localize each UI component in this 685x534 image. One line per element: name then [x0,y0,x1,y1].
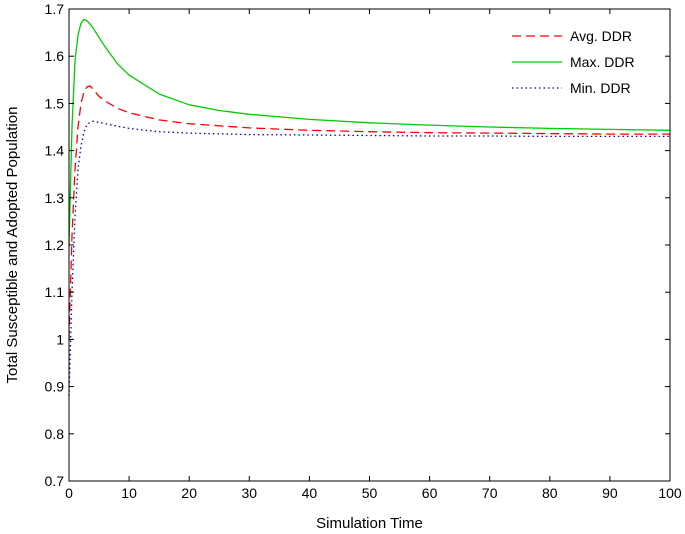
x-tick-label: 20 [181,485,197,501]
y-tick-label: 1.1 [45,284,65,300]
x-tick-label: 100 [658,485,682,501]
y-axis-label: Total Susceptible and Adopted Population [4,107,21,384]
legend: Avg. DDR Max. DDR Min. DDR [512,28,635,96]
y-tick-label: 1.5 [45,95,65,111]
y-tick-label: 1.3 [45,190,65,206]
y-tick-label: 1.6 [45,48,65,64]
legend-label-avg-ddr: Avg. DDR [570,28,632,44]
x-tick-label: 70 [482,485,498,501]
x-tick-label: 30 [242,485,258,501]
y-tick-label: 1.2 [45,237,65,253]
x-tick-label: 40 [302,485,318,501]
x-tick-label: 60 [422,485,438,501]
y-tick-label: 0.9 [45,379,65,395]
legend-label-max-ddr: Max. DDR [570,54,635,70]
y-tick-label: 1.4 [45,143,65,159]
series-line-avg-ddr [68,85,670,340]
y-tick-label: 0.7 [45,473,65,489]
x-tick-label: 0 [65,485,73,501]
y-tick-label: 1 [56,331,64,347]
series-line-min-ddr [68,120,670,397]
x-tick-label: 10 [121,485,137,501]
x-tick-label: 90 [602,485,618,501]
y-tick-label: 1.7 [45,1,65,17]
x-axis-label: Simulation Time [316,515,423,532]
y-tick-label: 0.8 [45,426,65,442]
plot-area [69,9,670,481]
series-line-max-ddr [68,18,671,246]
legend-label-min-ddr: Min. DDR [570,80,631,96]
x-tick-label: 50 [362,485,378,501]
ticks-layer: 0 10 20 30 40 50 60 70 80 90 100 0.7 0.8 0.9 1 1.1 1.2 1.… [45,1,682,501]
series-layer [68,18,671,397]
x-tick-label: 80 [542,485,558,501]
